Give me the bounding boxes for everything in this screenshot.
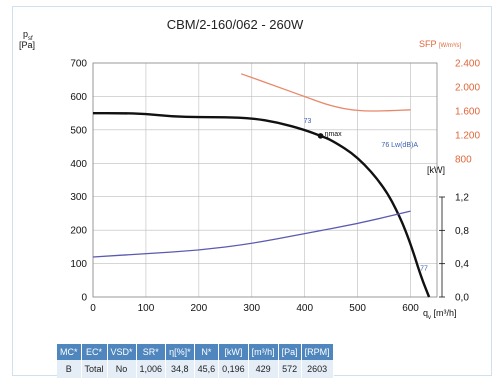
y-tick-1: 100 (70, 259, 87, 270)
power-tick-2: 0,8 (455, 226, 469, 237)
x-tick-0: 0 (90, 303, 96, 314)
spec-value-rpm: 2603 (301, 360, 334, 378)
y-axis-label: psf (23, 29, 33, 42)
spec-value-kw: 0,196 (218, 360, 249, 378)
spec-table: MC* EC* VSD* SR* η[%]* N* [kW] [m³/h] [P… (57, 344, 334, 378)
spec-header-ec: EC* (81, 344, 108, 360)
x-tick-2: 200 (191, 303, 208, 314)
y-tick-5: 500 (70, 125, 87, 136)
y-axis-unit: [Pa] (19, 40, 35, 50)
spec-header-eta: η[%]* (165, 344, 195, 360)
power-tick-1: 0,4 (455, 259, 469, 270)
sfp-axis-name: SFP (419, 39, 437, 49)
spec-value-sr: 1,006 (136, 360, 167, 378)
annotation-0: ηmax (325, 131, 343, 138)
spec-value-pa: 572 (278, 360, 302, 378)
sfp-tick-3: 2.000 (455, 83, 480, 94)
power-tick-0: 0,0 (455, 293, 469, 304)
sfp-tick-0: 800 (455, 155, 472, 166)
eta-max-point (317, 133, 324, 139)
annotation-2: 76 Lw(dB)A (381, 142, 418, 149)
x-axis-unit: [m³/h] (434, 308, 457, 318)
y-tick-3: 300 (70, 192, 87, 203)
x-tick-4: 400 (296, 303, 313, 314)
chart-title: CBM/2-160/062 - 260W (167, 17, 304, 32)
y-tick-4: 400 (70, 159, 87, 170)
x-axis-label: qv [m³/h] (423, 308, 457, 321)
spec-value-mc: B (57, 360, 82, 378)
spec-header-pa: [Pa] (278, 344, 302, 360)
plot-area: 0 100 200 300 400 500 600 700 0 100 200 300 400 500 60… (70, 59, 480, 315)
annotation-1: 73 (304, 118, 312, 125)
spec-header-rpm: [RPM] (301, 344, 334, 360)
power-axis-label: [kW] (427, 165, 445, 175)
y-tick-6: 600 (70, 92, 87, 103)
series-pressure (92, 111, 431, 298)
spec-value-row: B Total No 1,006 34,8 45,6 0,196 429 572… (57, 360, 334, 378)
y-tick-0: 0 (81, 293, 87, 304)
x-tick-3: 300 (243, 303, 260, 314)
fan-curve-chart: CBM/2-160/062 - 260W psf [Pa] SFP [W/m³/… (19, 17, 480, 321)
sfp-tick-4: 2.400 (455, 59, 480, 70)
sfp-axis-unit: [W/m³/s] (439, 43, 462, 49)
power-tick-3: 1,2 (455, 193, 469, 204)
spec-value-vsd: No (107, 360, 137, 378)
y-tick-2: 200 (70, 226, 87, 237)
x-tick-5: 500 (349, 303, 366, 314)
x-tick-1: 100 (138, 303, 155, 314)
spec-header-vsd: VSD* (107, 344, 137, 360)
chart-frame: CBM/2-160/062 - 260W psf [Pa] SFP [W/m³/… (12, 6, 492, 378)
sfp-tick-1: 1.200 (455, 131, 480, 142)
y-tick-7: 700 (70, 59, 87, 70)
sfp-axis-label: SFP [W/m³/s] (419, 39, 462, 49)
annotation-3: 77 (420, 265, 428, 272)
sfp-tick-2: 1.600 (455, 107, 480, 118)
plot-border (92, 62, 438, 298)
x-tick-6: 600 (402, 303, 419, 314)
spec-header-mc: MC* (57, 344, 82, 360)
spec-header-sr: SR* (136, 344, 167, 360)
spec-header-kw: [kW] (218, 344, 249, 360)
spec-header-n: N* (194, 344, 220, 360)
series-power (92, 210, 411, 258)
spec-header-flow: [m³/h] (248, 344, 279, 360)
y-axis-label-sub: sf (28, 36, 33, 42)
spec-value-n: 45,6 (194, 360, 220, 378)
spec-value-ec: Total (81, 360, 108, 378)
spec-value-flow: 429 (248, 360, 279, 378)
spec-header-row: MC* EC* VSD* SR* η[%]* N* [kW] [m³/h] [P… (57, 344, 334, 360)
series-sfp (240, 73, 411, 112)
x-axis-label-sub: v (428, 315, 431, 321)
spec-value-eta: 34,8 (165, 360, 195, 378)
